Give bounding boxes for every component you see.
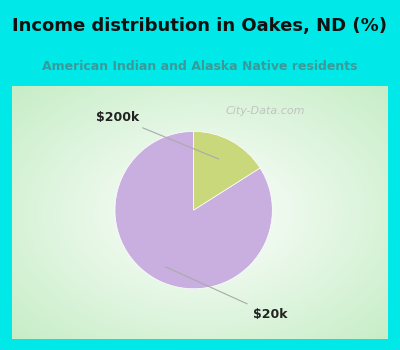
Text: Income distribution in Oakes, ND (%): Income distribution in Oakes, ND (%) [12, 17, 388, 35]
Text: City-Data.com: City-Data.com [225, 106, 305, 116]
Text: American Indian and Alaska Native residents: American Indian and Alaska Native reside… [42, 61, 358, 74]
Wedge shape [115, 132, 272, 289]
Text: $200k: $200k [96, 111, 218, 159]
Wedge shape [194, 132, 260, 210]
Text: $20k: $20k [166, 267, 287, 321]
